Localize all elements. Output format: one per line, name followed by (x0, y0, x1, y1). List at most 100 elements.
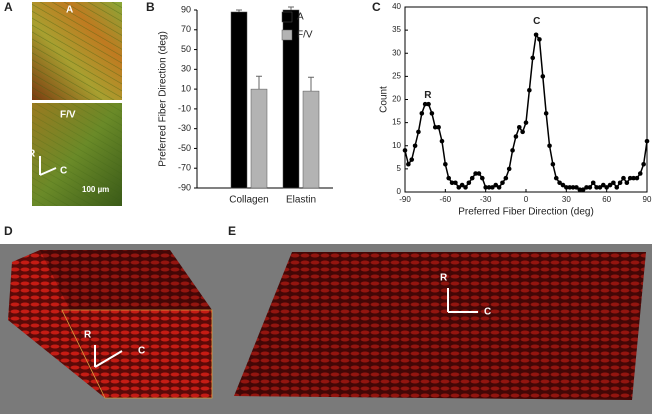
point (496, 185, 502, 190)
y-tick-label: 10 (392, 141, 401, 150)
legend-label: F/V (297, 30, 313, 41)
point (564, 185, 569, 190)
point (426, 101, 431, 107)
image-label: A (66, 5, 73, 16)
point (503, 175, 509, 181)
point (436, 124, 441, 130)
panel-label: C (372, 0, 381, 14)
y-tick-label: 40 (392, 2, 401, 11)
image-label: R (440, 273, 448, 284)
y-tick-label: 5 (397, 164, 402, 173)
point (449, 180, 455, 186)
point (429, 111, 435, 116)
y-tick-label: 70 (181, 24, 191, 34)
point (537, 37, 542, 42)
point (601, 182, 606, 188)
point (557, 180, 562, 186)
x-tick-label: 30 (562, 195, 571, 204)
point (476, 171, 482, 176)
image-label: C (60, 166, 67, 177)
point (520, 129, 525, 135)
point (634, 175, 640, 181)
point (439, 138, 445, 144)
y-tick-label: -90 (178, 182, 191, 192)
point (621, 175, 626, 181)
line (404, 32, 648, 191)
point (587, 185, 593, 190)
point (486, 185, 492, 190)
point (540, 74, 546, 79)
point (584, 185, 589, 190)
x-tick-label: -30 (480, 195, 492, 204)
point (574, 185, 579, 190)
point (500, 180, 505, 186)
point (637, 171, 643, 176)
panel-label: B (146, 0, 155, 14)
point (446, 175, 451, 181)
point (523, 120, 529, 125)
point (617, 180, 623, 186)
y-axis-label: Count (379, 86, 390, 113)
point (402, 148, 408, 153)
y-tick-label: 25 (392, 71, 401, 80)
point (513, 134, 519, 139)
annotation: R (424, 90, 432, 101)
y-tick-label: 0 (397, 187, 402, 196)
y-tick-label: -50 (178, 143, 191, 153)
point (483, 185, 488, 190)
point (506, 166, 512, 172)
y-tick-label: 30 (181, 64, 191, 74)
point (614, 185, 620, 190)
y-tick-label: 90 (181, 4, 191, 14)
point (480, 175, 485, 181)
point (543, 111, 549, 116)
point (466, 180, 472, 186)
x-tick-label: 90 (643, 195, 652, 204)
x-tick-label: Elastin (286, 195, 316, 206)
y-tick-label: -70 (178, 163, 191, 173)
point (624, 180, 630, 186)
point (419, 111, 425, 116)
x-tick-label: 0 (524, 195, 529, 204)
point (443, 161, 448, 167)
point (577, 187, 583, 192)
legend-swatch (281, 29, 293, 41)
legend-swatch (281, 11, 293, 23)
image-label: C (138, 346, 145, 357)
point (604, 185, 609, 190)
panel-d-image: R C (0, 244, 226, 414)
point (533, 32, 539, 38)
panel-e-image: R C (226, 244, 652, 414)
point (459, 182, 465, 188)
panel-a-images: A F/V R C 100 µm (28, 2, 122, 206)
point (406, 161, 411, 167)
point (567, 185, 572, 190)
image-label: C (484, 307, 491, 318)
x-tick-label: Collagen (229, 195, 268, 206)
y-tick-label: 35 (392, 25, 401, 34)
point (570, 185, 576, 190)
panel-label: E (228, 224, 236, 238)
point (416, 129, 421, 135)
panel-label: D (4, 224, 13, 238)
point (547, 143, 552, 149)
point (631, 175, 636, 181)
point (611, 180, 616, 186)
point (469, 175, 475, 181)
point (644, 138, 650, 144)
bar (230, 11, 248, 189)
y-axis-label: Preferred Fiber Direction (deg) (158, 31, 169, 167)
point (553, 175, 559, 181)
error-bar (236, 9, 242, 12)
point (490, 185, 495, 190)
image-label: F/V (60, 110, 76, 121)
annotation: C (533, 16, 540, 27)
point (493, 182, 499, 188)
point (516, 124, 522, 130)
point (409, 157, 415, 162)
panel-label: A (4, 0, 13, 14)
point (453, 180, 458, 186)
point (597, 185, 603, 190)
point (422, 101, 428, 107)
